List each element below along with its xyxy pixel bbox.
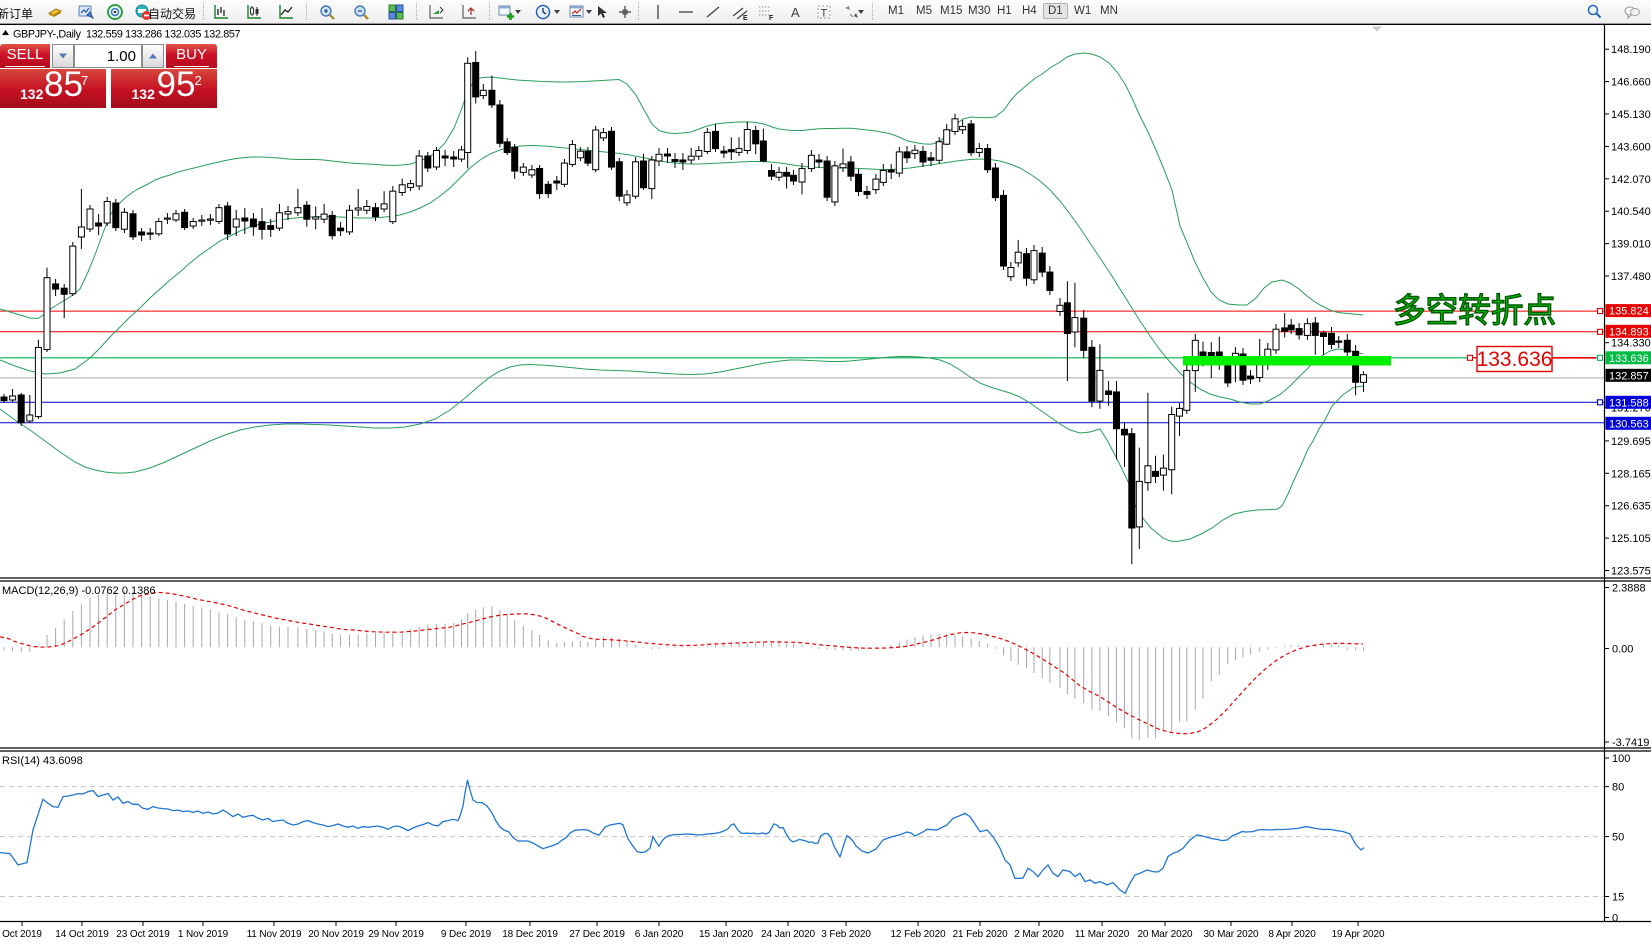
svg-text:135.824: 135.824 [1609, 306, 1649, 318]
svg-text:140.540: 140.540 [1611, 206, 1651, 218]
svg-text:129.695: 129.695 [1611, 436, 1651, 448]
svg-text:18 Dec 2019: 18 Dec 2019 [502, 929, 558, 940]
svg-text:1 Nov 2019: 1 Nov 2019 [178, 929, 229, 940]
svg-text:6 Jan 2020: 6 Jan 2020 [635, 929, 684, 940]
svg-text:50: 50 [1612, 832, 1624, 844]
svg-text:RSI(14) 43.6098: RSI(14) 43.6098 [2, 755, 83, 767]
svg-text:0.00: 0.00 [1612, 644, 1633, 656]
svg-text:143.600: 143.600 [1611, 141, 1651, 153]
svg-text:MACD(12,26,9) -0.0762 0.1386: MACD(12,26,9) -0.0762 0.1386 [2, 585, 155, 597]
svg-text:142.070: 142.070 [1611, 174, 1651, 186]
svg-text:21 Feb 2020: 21 Feb 2020 [952, 929, 1008, 940]
svg-text:多空转折点: 多空转折点 [1393, 293, 1556, 330]
svg-text:2.3888: 2.3888 [1612, 583, 1646, 595]
svg-text:8 Apr 2020: 8 Apr 2020 [1268, 929, 1316, 940]
svg-text:GBPJPY-,Daily 132.559 133.286: GBPJPY-,Daily 132.559 133.286 132.035 13… [13, 29, 241, 41]
svg-text:T: T [821, 8, 828, 20]
svg-text:A: A [791, 5, 800, 20]
svg-text:Oct 2019: Oct 2019 [2, 929, 42, 940]
svg-text:134.330: 134.330 [1611, 338, 1651, 350]
svg-text:11 Nov 2019: 11 Nov 2019 [247, 929, 302, 940]
svg-text:29 Nov 2019: 29 Nov 2019 [368, 929, 424, 940]
svg-text:9 Dec 2019: 9 Dec 2019 [441, 929, 492, 940]
svg-text:123.575: 123.575 [1611, 566, 1651, 578]
svg-text:11 Mar 2020: 11 Mar 2020 [1075, 929, 1130, 940]
svg-text:130.563: 130.563 [1609, 418, 1649, 430]
svg-text:20 Nov 2019: 20 Nov 2019 [308, 929, 364, 940]
svg-text:0: 0 [1612, 913, 1618, 925]
svg-text:27 Dec 2019: 27 Dec 2019 [569, 929, 625, 940]
svg-text:2 Mar 2020: 2 Mar 2020 [1014, 929, 1064, 940]
svg-text:145.130: 145.130 [1611, 109, 1651, 121]
svg-text:100: 100 [1612, 753, 1630, 765]
svg-text:12 Feb 2020: 12 Feb 2020 [890, 929, 946, 940]
svg-text:15: 15 [1612, 892, 1624, 904]
svg-text:20 Mar 2020: 20 Mar 2020 [1137, 929, 1193, 940]
svg-text:132.857: 132.857 [1609, 370, 1649, 382]
svg-text:148.190: 148.190 [1611, 44, 1651, 56]
svg-text:146.660: 146.660 [1611, 77, 1651, 89]
svg-text:E: E [743, 15, 748, 21]
svg-text:133.636: 133.636 [1477, 348, 1553, 371]
svg-text:3 Feb 2020: 3 Feb 2020 [821, 929, 871, 940]
svg-text:14 Oct 2019: 14 Oct 2019 [55, 929, 109, 940]
svg-text:15 Jan 2020: 15 Jan 2020 [699, 929, 753, 940]
svg-text:19 Apr 2020: 19 Apr 2020 [1332, 929, 1385, 940]
svg-text:23 Oct 2019: 23 Oct 2019 [116, 929, 170, 940]
svg-text:30 Mar 2020: 30 Mar 2020 [1203, 929, 1259, 940]
svg-text:131.588: 131.588 [1609, 397, 1649, 409]
svg-text:137.480: 137.480 [1611, 271, 1651, 283]
svg-text:128.165: 128.165 [1611, 468, 1651, 480]
svg-text:125.105: 125.105 [1611, 533, 1651, 545]
svg-text:133.636: 133.636 [1609, 353, 1649, 365]
svg-text:F: F [769, 15, 774, 21]
svg-text:80: 80 [1612, 782, 1624, 794]
svg-text:139.010: 139.010 [1611, 239, 1651, 251]
svg-text:-3.7419: -3.7419 [1612, 737, 1649, 749]
svg-text:24 Jan 2020: 24 Jan 2020 [761, 929, 815, 940]
svg-text:126.635: 126.635 [1611, 501, 1651, 513]
svg-text:134.893: 134.893 [1609, 326, 1649, 338]
